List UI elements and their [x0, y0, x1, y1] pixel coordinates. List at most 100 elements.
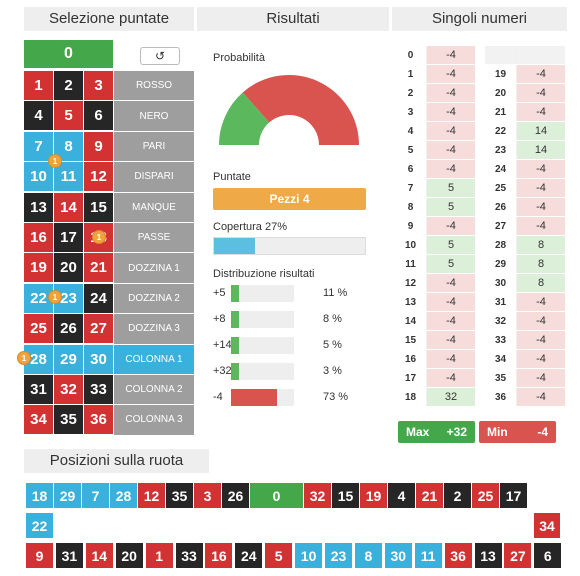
outside-bet-colonna-1[interactable]: COLONNA 1 — [114, 344, 194, 374]
single-number: 13 — [395, 293, 427, 311]
outside-bet-pari[interactable]: PARI — [114, 131, 194, 162]
copertura-bar — [213, 237, 366, 255]
undo-button[interactable]: ↺ — [140, 47, 180, 65]
single-number: 32 — [485, 312, 517, 330]
number-cell[interactable]: 7 — [24, 131, 53, 161]
outside-bet-colonna-2[interactable]: COLONNA 2 — [114, 374, 194, 405]
number-cell[interactable]: 30 — [84, 344, 113, 374]
wheel-pocket: 28 — [110, 483, 137, 508]
single-number: 36 — [485, 388, 517, 406]
number-row: 13 14 15 — [24, 192, 114, 223]
number-cell[interactable]: 24 — [84, 283, 113, 313]
single-number: 20 — [485, 84, 517, 102]
max-badge: Max +32 — [398, 421, 475, 443]
number-cell[interactable]: 12 — [84, 162, 113, 192]
single-number-value: -4 — [427, 65, 475, 83]
number-cell[interactable]: 36 — [84, 405, 113, 435]
number-cell[interactable]: 3 — [84, 71, 113, 100]
number-cell[interactable]: 33 — [84, 374, 113, 404]
single-number-row: 11 5 29 8 — [395, 255, 567, 274]
single-number: 29 — [485, 255, 517, 273]
number-cell[interactable]: 11 — [54, 162, 83, 192]
chip-marker[interactable]: 1 — [92, 230, 106, 244]
pezzi-button[interactable]: Pezzi 4 — [213, 188, 366, 210]
number-cell[interactable]: 16 — [24, 222, 53, 252]
number-cell[interactable]: 27 — [84, 314, 113, 344]
single-number: 7 — [395, 179, 427, 197]
number-cell[interactable]: 6 — [84, 101, 113, 131]
max-value: +32 — [446, 425, 467, 439]
number-cell[interactable]: 13 — [24, 192, 53, 222]
wheel-pocket: 11 — [414, 543, 442, 568]
chip-marker[interactable]: 1 — [17, 351, 31, 365]
wheel-pocket: 4 — [388, 483, 415, 508]
wheel-pocket: 21 — [416, 483, 443, 508]
chip-marker[interactable]: 1 — [48, 154, 62, 168]
outside-bet-nero[interactable]: NERO — [114, 101, 194, 131]
outside-bet-dispari[interactable]: DISPARI — [114, 162, 194, 192]
single-number: 28 — [485, 236, 517, 254]
number-cell[interactable]: 2 — [54, 71, 83, 100]
min-value: -4 — [537, 425, 548, 439]
number-cell[interactable]: 34 — [24, 405, 53, 435]
number-cell[interactable]: 19 — [24, 253, 53, 283]
single-number-value: -4 — [427, 312, 475, 330]
number-cell[interactable]: 9 — [84, 131, 113, 161]
distribution-row: +5 11 % — [213, 284, 353, 304]
wheel-pocket: 29 — [54, 483, 81, 508]
single-number: 4 — [395, 122, 427, 140]
number-cell[interactable]: 26 — [54, 314, 83, 344]
wheel-pocket: 0 — [250, 483, 303, 508]
single-number-row: 14 -4 32 -4 — [395, 312, 567, 331]
number-cell[interactable]: 5 — [54, 101, 83, 131]
number-cell[interactable]: 21 — [84, 253, 113, 283]
single-number: 23 — [485, 141, 517, 159]
single-number-value: -4 — [427, 217, 475, 235]
single-number-row: 6 -4 24 -4 — [395, 160, 567, 179]
number-cell[interactable]: 20 — [54, 253, 83, 283]
number-cell[interactable]: 35 — [54, 405, 83, 435]
outside-bet-colonna-3[interactable]: COLONNA 3 — [114, 405, 194, 435]
number-cell[interactable]: 4 — [24, 101, 53, 131]
number-cell[interactable]: 32 — [54, 374, 83, 404]
wheel-pocket: 10 — [295, 543, 323, 568]
distribution-bar — [231, 285, 294, 302]
number-cell-zero[interactable]: 0 — [24, 40, 113, 68]
section-title-singoli: Singoli numeri — [392, 7, 567, 31]
single-number-value: 8 — [517, 255, 565, 273]
distribution-bar — [231, 311, 294, 328]
outside-bet-passe[interactable]: PASSE — [114, 222, 194, 253]
wheel-pocket: 6 — [534, 543, 562, 568]
outside-bet-dozzina-2[interactable]: DOZZINA 2 — [114, 283, 194, 314]
number-cell[interactable]: 14 — [54, 192, 83, 222]
wheel-pocket: 9 — [26, 543, 53, 568]
number-cell[interactable]: 10 — [24, 162, 53, 192]
number-cell[interactable]: 31 — [24, 374, 53, 404]
copertura-label: Copertura 27% — [213, 221, 287, 233]
number-cell[interactable]: 17 — [54, 222, 83, 252]
outside-bet-rosso[interactable]: ROSSO — [114, 71, 194, 101]
wheel-pocket: 22 — [26, 513, 53, 538]
distribution-row: -4 73 % — [213, 388, 353, 408]
single-number-row: 10 5 28 8 — [395, 236, 567, 255]
single-number-value: 14 — [517, 122, 565, 140]
single-number: 22 — [485, 122, 517, 140]
outside-bet-dozzina-1[interactable]: DOZZINA 1 — [114, 253, 194, 283]
number-cell[interactable]: 15 — [84, 192, 113, 222]
single-number: 14 — [395, 312, 427, 330]
number-row: 31 32 33 — [24, 374, 114, 405]
number-cell[interactable]: 25 — [24, 314, 53, 344]
wheel-pocket: 17 — [500, 483, 527, 508]
outside-bet-dozzina-3[interactable]: DOZZINA 3 — [114, 314, 194, 344]
number-cell[interactable]: 1 — [24, 71, 53, 100]
outside-bet-manque[interactable]: MANQUE — [114, 192, 194, 222]
distribution-label: +32 — [213, 365, 232, 377]
number-cell[interactable]: 29 — [54, 344, 83, 374]
distribution-bar — [231, 337, 294, 354]
chip-marker[interactable]: 1 — [48, 290, 62, 304]
single-number-value: -4 — [517, 369, 565, 387]
blank-cell — [517, 46, 565, 64]
single-number-value: -4 — [427, 46, 475, 64]
